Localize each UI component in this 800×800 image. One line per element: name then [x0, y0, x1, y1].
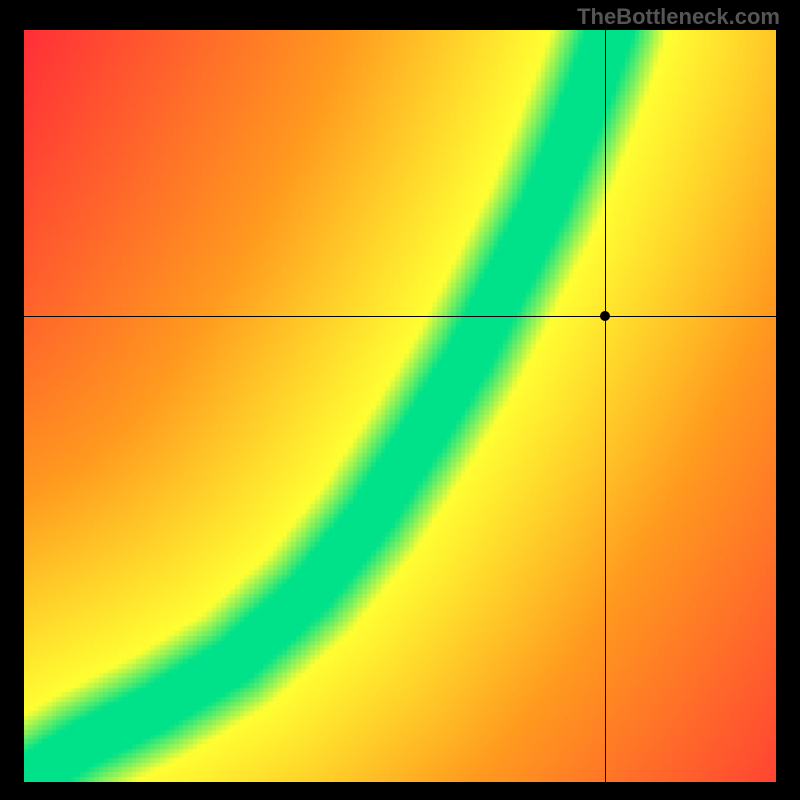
watermark-text: TheBottleneck.com: [577, 4, 780, 30]
crosshair-horizontal: [24, 316, 776, 317]
plot-area: [24, 30, 776, 782]
bottleneck-heatmap: [24, 30, 776, 782]
crosshair-vertical: [605, 30, 606, 782]
marker-dot: [600, 311, 610, 321]
page-root: TheBottleneck.com: [0, 0, 800, 800]
